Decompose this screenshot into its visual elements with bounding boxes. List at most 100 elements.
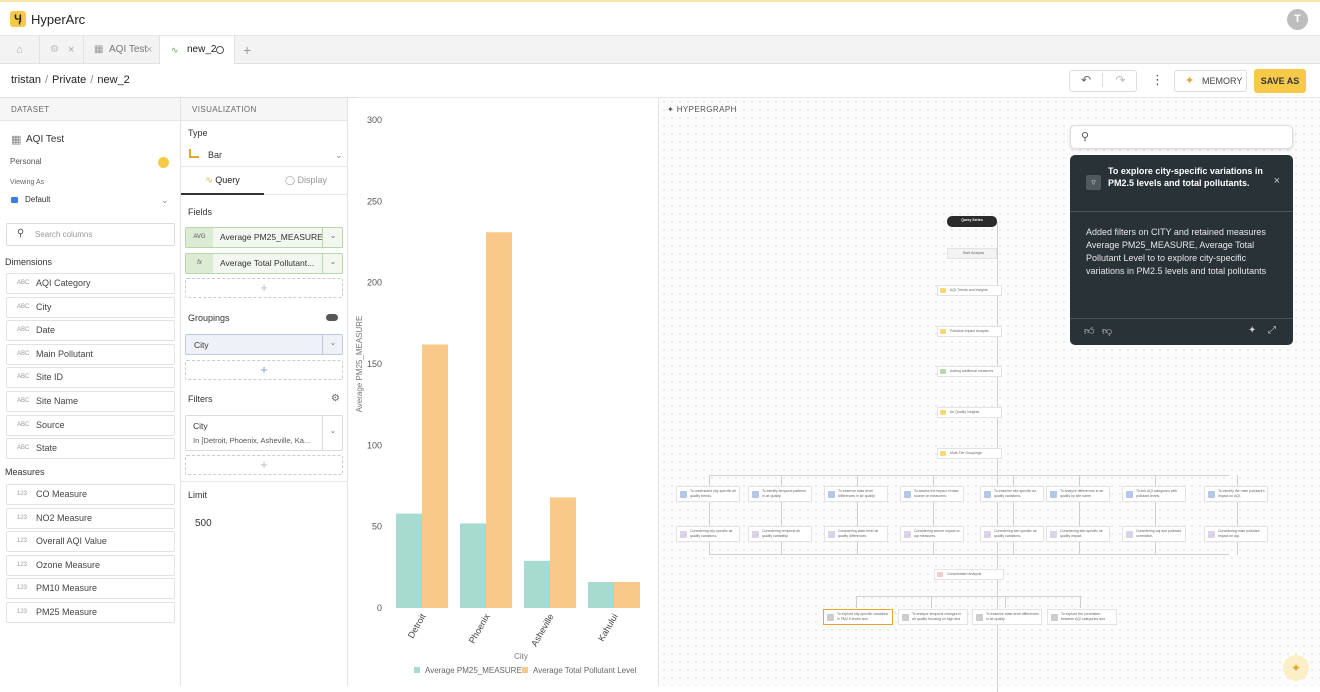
chain-node[interactable]: Start Analysis	[947, 248, 997, 259]
measure-co-measure[interactable]: 123 CO Measure	[6, 484, 175, 505]
chain-node[interactable]: Adding additional measures	[937, 366, 1002, 377]
display-tab[interactable]: ◯ Display	[264, 166, 348, 195]
add-filter-button[interactable]: +	[185, 455, 343, 475]
considering-node[interactable]: Considering source impact on aqi measure…	[900, 526, 964, 542]
root-node[interactable]: Query Series	[947, 216, 997, 227]
considering-node[interactable]: Considering site-specific air quality im…	[1046, 526, 1110, 542]
type-tag: ABC	[17, 421, 30, 428]
query-tab[interactable]: ∿ Query	[181, 166, 264, 195]
search-columns-input[interactable]: ⚲ Search columns	[6, 223, 175, 246]
considering-node[interactable]: Considering state-level air quality diff…	[824, 526, 888, 542]
close-icon[interactable]: ×	[1273, 175, 1280, 187]
tab-aqi-test[interactable]: ▦ AQI Test ×	[84, 36, 160, 64]
filter-pill-city[interactable]: City In [Detroit, Phoenix, Asheville, Ka…	[185, 415, 343, 451]
measure-ozone-measure[interactable]: 123 Ozone Measure	[6, 554, 175, 576]
bottom-node[interactable]: To analyze temporal changes in air quali…	[898, 609, 968, 625]
dimension-main-pollutant[interactable]: ABC Main Pollutant	[6, 343, 175, 365]
field-pill-total-pollutant[interactable]: fx Average Total Pollutant... ⌄	[185, 253, 343, 274]
expand-icon[interactable]: ⤢	[1268, 325, 1276, 336]
add-tab-button[interactable]: +	[243, 42, 252, 58]
branch-node[interactable]: To analyze differences in air quality by…	[1046, 486, 1110, 502]
undo-button[interactable]: ↶	[1070, 73, 1103, 87]
memory-button[interactable]: ✦ MEMORY	[1174, 70, 1247, 92]
gear-icon[interactable]: ⚙	[331, 393, 340, 404]
bottom-node[interactable]: To examine state-level differences in ai…	[972, 609, 1042, 625]
branch-node[interactable]: To examine site-specific air quality var…	[980, 486, 1044, 502]
groupings-toggle[interactable]	[326, 314, 338, 321]
field-pill-pm25[interactable]: AVG Average PM25_MEASURE ⌄	[185, 227, 343, 248]
measure-pm10-measure[interactable]: 123 PM10 Measure	[6, 578, 175, 600]
measure-overall-aqi-value[interactable]: 123 Overall AQI Value	[6, 531, 175, 553]
node-label: Air Quality Insights	[950, 410, 980, 414]
branch-node[interactable]: To identify the main pollutant's impact …	[1204, 486, 1268, 502]
chain-node[interactable]: AQI Trends and Insights	[937, 285, 1002, 296]
card-divider	[1070, 211, 1293, 212]
add-grouping-button[interactable]: +	[185, 360, 343, 380]
branch-node[interactable]: To assess the impact of data source on m…	[900, 486, 964, 502]
tab-home[interactable]: ⌂	[0, 36, 40, 64]
hypergraph-search-input[interactable]: ⚲	[1070, 125, 1293, 149]
branch-node[interactable]: To examine state-level differences in ai…	[824, 486, 888, 502]
dimension-aqi-category[interactable]: ABC AQI Category	[6, 273, 175, 294]
bottom-node[interactable]: To explore city-specific variations in P…	[823, 609, 893, 625]
dimension-source[interactable]: ABC Source	[6, 414, 175, 436]
breadcrumb-user[interactable]: tristan	[11, 74, 41, 86]
dimension-site-id[interactable]: ABC Site ID	[6, 367, 175, 389]
node-label: To link AQI categories with pollutant le…	[1136, 489, 1178, 498]
branch-node[interactable]: To link AQI categories with pollutant le…	[1122, 486, 1186, 502]
branch-node[interactable]: To understand city-specific air quality …	[676, 486, 740, 502]
consolidated-node[interactable]: Consolidated Analysis	[934, 569, 1004, 580]
hyperarc-logo[interactable]: Ӌ	[10, 11, 26, 27]
more-options-button[interactable]: ⋮	[1151, 72, 1164, 87]
chart-type-select[interactable]: Bar	[208, 150, 223, 160]
visualization-header: VISUALIZATION	[181, 98, 347, 121]
chevron-down-icon[interactable]: ⌄	[322, 254, 343, 273]
considering-node[interactable]: Considering main pollutant impact on aqi…	[1204, 526, 1268, 542]
dimension-state[interactable]: ABC State	[6, 438, 175, 460]
add-field-button[interactable]: +	[185, 278, 343, 298]
chevron-down-icon[interactable]: ⌄	[322, 335, 343, 354]
branch-node[interactable]: To identify temporal patterns in air qua…	[748, 486, 812, 502]
tab-new-2[interactable]: ∿ new_2	[160, 36, 235, 64]
x-tick-label: Detroit	[406, 612, 428, 640]
considering-node[interactable]: Considering temporal air quality variabi…	[748, 526, 812, 542]
tab-settings[interactable]: ⚙ ×	[40, 36, 84, 64]
thumbs-down-icon[interactable]: 👎︎	[1102, 326, 1113, 337]
bar-detroit-series-2	[422, 344, 448, 608]
chain-node[interactable]: Multi-Tier Groupings	[937, 448, 1002, 459]
x-axis-title: City	[514, 652, 528, 661]
redo-button[interactable]: ↷	[1115, 73, 1126, 87]
query-icon: ∿	[205, 175, 213, 185]
viewing-as-select[interactable]: Default	[25, 195, 51, 204]
chevron-down-icon[interactable]: ⌄	[322, 228, 343, 247]
grouping-pill-city[interactable]: City ⌄	[185, 334, 343, 355]
dimension-date[interactable]: ABC Date	[6, 320, 175, 342]
measure-pm25-measure[interactable]: 123 PM25 Measure	[6, 602, 175, 623]
breadcrumb-folder[interactable]: Private	[52, 74, 87, 86]
limit-input[interactable]: 500	[195, 518, 212, 529]
save-as-button[interactable]: SAVE AS	[1254, 69, 1306, 93]
measure-no2-measure[interactable]: 123 NO2 Measure	[6, 507, 175, 529]
node-icon	[828, 531, 835, 538]
chevron-down-icon[interactable]: ⌄	[335, 150, 343, 160]
breadcrumb-page[interactable]: new_2	[97, 74, 130, 86]
thumbs-up-icon[interactable]: 👍︎	[1084, 326, 1095, 337]
chain-node[interactable]: Pollutant Impact Analysis	[937, 326, 1002, 337]
node-label: Considering state-level air quality diff…	[838, 529, 879, 538]
chevron-down-icon[interactable]: ⌄	[322, 416, 343, 450]
chain-node[interactable]: Air Quality Insights	[937, 407, 1002, 418]
considering-node[interactable]: Considering city-specific air quality va…	[676, 526, 740, 542]
close-icon[interactable]: ×	[146, 44, 153, 56]
app-header: Ӌ HyperArc T	[0, 0, 1320, 36]
dimension-site-name[interactable]: ABC Site Name	[6, 391, 175, 412]
sparkle-icon[interactable]: ✦	[1248, 325, 1257, 336]
bottom-node[interactable]: To explore the correlation between AQI c…	[1047, 609, 1117, 625]
ai-assistant-button[interactable]: ✦	[1283, 655, 1309, 681]
chevron-down-icon[interactable]: ⌄	[161, 195, 169, 205]
considering-node[interactable]: Considering site-specific air quality va…	[980, 526, 1044, 542]
considering-node[interactable]: Considering aqi and pollutant correlatio…	[1122, 526, 1186, 542]
dimension-city[interactable]: ABC City	[6, 296, 175, 318]
close-icon[interactable]: ×	[68, 44, 75, 56]
user-avatar[interactable]: T	[1287, 9, 1308, 30]
node-icon	[752, 491, 759, 498]
